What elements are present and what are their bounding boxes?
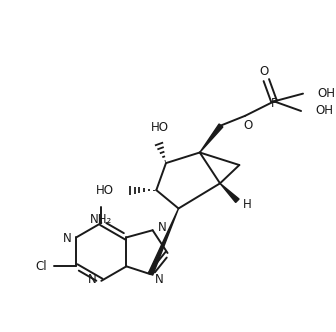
Text: NH₂: NH₂ — [90, 213, 113, 226]
Text: Cl: Cl — [36, 260, 47, 273]
Text: OH: OH — [318, 87, 335, 100]
Text: OH: OH — [316, 105, 334, 118]
Polygon shape — [200, 124, 223, 152]
Text: O: O — [260, 65, 269, 78]
Text: N: N — [154, 273, 163, 286]
Polygon shape — [148, 208, 178, 275]
Text: N: N — [158, 221, 166, 234]
Text: HO: HO — [151, 121, 169, 134]
Text: N: N — [88, 273, 96, 287]
Text: H: H — [243, 198, 252, 211]
Polygon shape — [220, 183, 239, 203]
Text: P: P — [270, 97, 278, 110]
Text: N: N — [63, 232, 72, 245]
Text: O: O — [243, 119, 253, 132]
Text: HO: HO — [96, 184, 114, 197]
